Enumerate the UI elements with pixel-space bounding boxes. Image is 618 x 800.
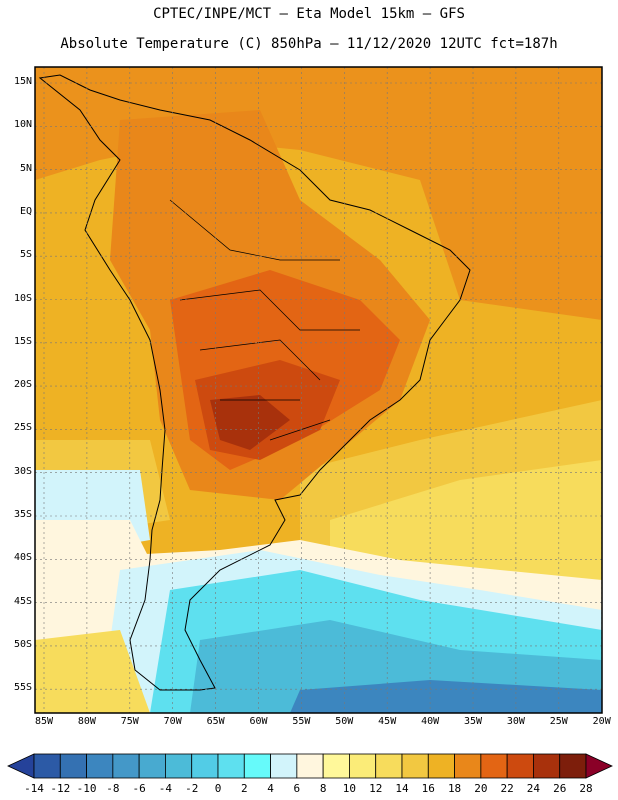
colorbar-segment [506,753,534,779]
title-line-1: CPTEC/INPE/MCT – Eta Model 15km – GFS [153,6,465,22]
colorbar-label: 26 [553,782,567,795]
field-sw-yellow [35,630,150,713]
lon-label: 40W [421,716,440,727]
lat-label: 15N [13,76,32,87]
lat-label: 40S [13,552,32,564]
lon-label: 75W [120,716,139,727]
lat-label: 35S [13,509,32,520]
lat-label: 10N [13,119,32,131]
lon-label: 35W [463,716,483,727]
colorbar-label: 10 [342,782,357,795]
colorbar-segment [401,753,429,779]
colorbar-label: 24 [526,782,541,795]
colorbar-label: 2 [240,782,248,795]
country-borders [169,199,360,441]
lon-label: 85W [34,716,54,727]
colorbar-segment [191,753,219,779]
colorbar-label: 0 [214,782,222,795]
colorbar-segment [33,753,61,779]
colorbar-segment [349,753,377,779]
lat-label: 5S [19,249,32,261]
lon-label: 55W [292,716,311,727]
colorbar-segment [86,753,114,779]
lon-label: 65W [206,716,225,727]
colorbar-label: -12 [50,782,71,795]
colorbar-segment [112,753,140,779]
colorbar [7,753,613,779]
colorbar-segment [427,753,455,779]
field-continent-peak [210,395,290,450]
lat-label: 5N [19,162,32,174]
colorbar-segment [296,753,324,779]
lon-label: 50W [335,716,354,727]
title-line-2: Absolute Temperature (C) 850hPa – 11/12/… [60,36,558,52]
lat-label: 30S [13,465,32,477]
colorbar-segment [59,753,87,779]
lat-label: 45S [13,595,32,607]
colorbar-segment [165,753,193,779]
colorbar-label: 28 [579,782,593,795]
colorbar-label: -10 [76,782,97,795]
colorbar-segment [270,753,298,779]
colorbar-segment [243,753,271,779]
colorbar-segment [322,753,350,779]
lat-label: 25S [13,422,32,434]
lat-label: 15S [13,335,32,347]
lon-label: 70W [163,716,182,727]
colorbar-segment [217,753,245,779]
continent-outline [38,74,471,691]
lon-label: 45W [378,716,397,727]
colorbar-segment [533,753,561,779]
lon-label: 25W [549,716,568,727]
colorbar-segment [480,753,508,779]
lat-label: 50S [13,638,32,650]
colorbar-label: 18 [447,782,462,795]
colorbar-label: 20 [474,782,488,795]
colorbar-segment [138,753,166,779]
colorbar-label: 8 [319,782,327,795]
lon-label: 20W [592,716,611,727]
colorbar-label: 14 [395,782,409,795]
lon-label: 30W [506,716,525,727]
lat-label: 20S [13,379,32,391]
colorbar-label: 4 [267,782,274,795]
colorbar-label: -14 [24,782,44,795]
colorbar-segment [375,753,403,779]
temperature-field [35,67,602,713]
colorbar-label: 16 [421,782,435,795]
lon-label: 60W [249,716,268,727]
colorbar-label: -4 [158,782,173,795]
lat-label: 10S [13,292,32,304]
map-frame [34,66,603,714]
colorbar-segment [454,753,482,779]
colorbar-arrow-low [7,753,35,779]
field-cold-deep [290,680,602,713]
colorbar-label: -8 [106,782,120,795]
colorbar-label: -6 [132,782,146,795]
colorbar-label: 22 [500,782,514,795]
lat-label: EQ [19,205,32,217]
lat-label: 55S [13,682,32,694]
colorbar-segment [559,753,587,779]
colorbar-arrow-high [585,753,613,779]
colorbar-label: -2 [185,782,199,795]
lon-label: 80W [77,716,96,727]
colorbar-label: 12 [369,782,383,795]
colorbar-label: 6 [293,782,301,795]
